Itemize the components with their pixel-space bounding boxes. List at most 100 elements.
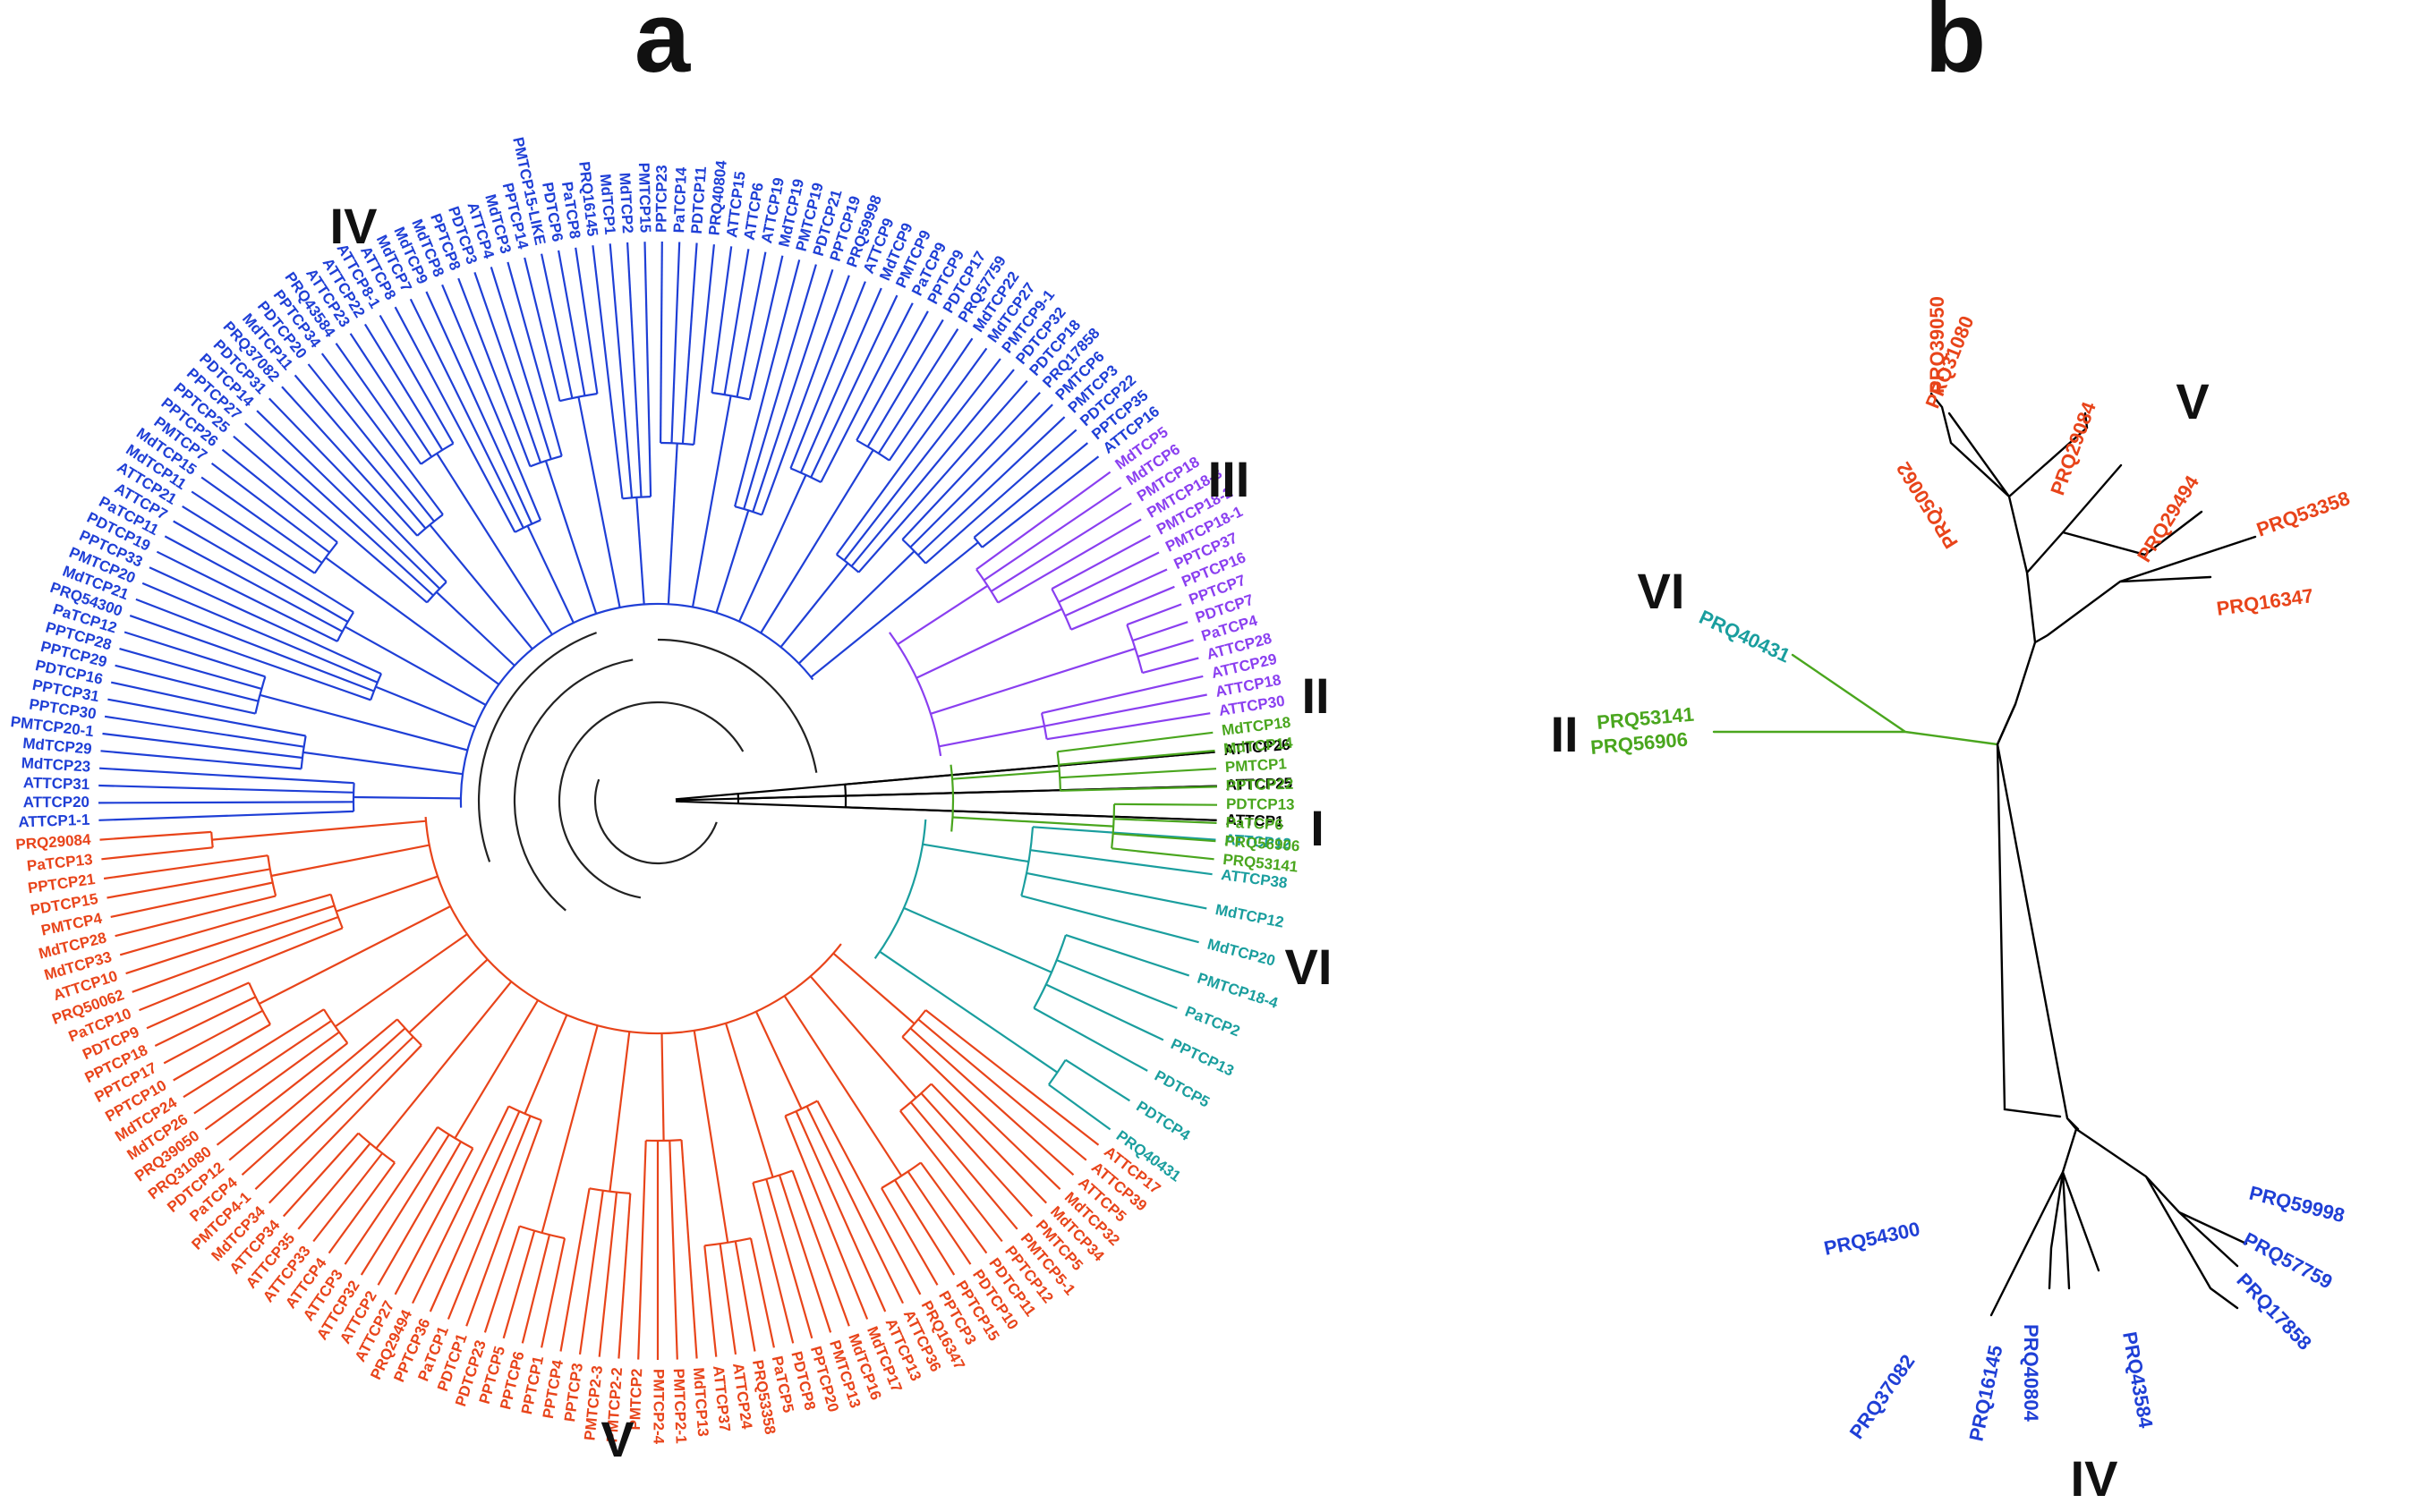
subclade-branch [353, 795, 462, 800]
leaf-branch [457, 277, 532, 467]
leaf-branch [268, 1044, 422, 1204]
clade-stem-arc [459, 602, 814, 808]
leaf-branch [592, 245, 624, 499]
leaf-label: PMTCP2-4 [651, 1369, 668, 1445]
b-leaf-prq29084: PRQ29084 [2046, 398, 2100, 498]
leaf-branch [575, 247, 599, 395]
leaf-branch [983, 486, 1122, 582]
leaf-branch [447, 1115, 532, 1320]
b-leaf-prq50062: PRQ50062 [1892, 458, 1963, 553]
leaf-branch [103, 854, 268, 880]
leaf-branch [507, 261, 563, 456]
leaf-branch [149, 566, 382, 675]
leaf-branch [425, 291, 533, 524]
b-leaf-prq40804: PRQ40804 [2020, 1324, 2042, 1423]
leaf-branch [1060, 768, 1217, 779]
leaf-branch [312, 1152, 384, 1243]
leaf-branch [233, 435, 428, 604]
leaf-branch [820, 302, 914, 483]
subclade-arc [881, 1161, 922, 1189]
leaf-branch [268, 397, 447, 583]
leaf-branch [973, 442, 1089, 539]
leaf-branch [164, 535, 344, 633]
leaf-branch [816, 1100, 922, 1295]
subclade-branch [754, 1011, 803, 1109]
b-clade-label-vi: VI [1638, 563, 1685, 619]
leaf-branch [1058, 551, 1160, 603]
leaf-label: PaTCP14 [670, 166, 690, 234]
leaf-branch [204, 1031, 340, 1131]
subclade-branch [544, 460, 598, 615]
leaf-branch [228, 1018, 398, 1161]
leaf-branch [490, 267, 552, 460]
leaf-branch [1059, 749, 1215, 766]
subclade-branch [408, 958, 489, 1034]
b-clade-label-ii: II [1550, 706, 1578, 762]
subclade-branch [429, 523, 533, 650]
b-clade-label-iv: IV [2071, 1450, 2118, 1507]
leaf-branch [99, 830, 212, 841]
leaf-branch [1041, 675, 1204, 715]
leaf-branch [752, 268, 834, 513]
subclade-branch [916, 607, 1063, 679]
leaf-branch [1057, 731, 1214, 753]
leaf-branch [221, 448, 338, 544]
unrooted-tree-clade-ii-vi [1712, 653, 1999, 746]
leaf-branch [626, 242, 643, 497]
leaf-branch [719, 1243, 737, 1355]
leaf-branch [156, 550, 338, 642]
subclade-branch [524, 1014, 568, 1115]
leaf-branch [328, 1161, 396, 1254]
leaf-branch [778, 1175, 832, 1333]
subclade-arc [784, 1100, 818, 1117]
leaf-label: PPTCP23 [652, 165, 670, 233]
subclade-branch [737, 474, 807, 623]
leaf-branch [110, 681, 256, 715]
subclade-arc [1048, 1059, 1067, 1086]
leaf-branch [110, 881, 273, 918]
leaf-label: ATTCP1-1 [18, 811, 90, 831]
subclade-branch [435, 590, 515, 667]
leaf-branch [473, 272, 542, 463]
subclade-branch [952, 816, 1114, 828]
leaf-branch [1032, 826, 1216, 841]
backbone-arc [513, 658, 634, 912]
leaf-branch [888, 337, 974, 462]
leaf-branch [119, 893, 332, 956]
subclade-branch [375, 685, 476, 728]
leaf-branch [711, 246, 733, 394]
leaf-branch [216, 1042, 348, 1146]
subclade-branch [454, 999, 540, 1139]
leaf-branch [360, 1134, 450, 1276]
leaf-branch [100, 750, 302, 770]
backbone-arc [657, 638, 818, 773]
subclade-arc [1033, 934, 1067, 1009]
leaf-branch [163, 1009, 264, 1065]
leaf-branch [877, 328, 959, 454]
leaf-branch [1070, 585, 1175, 631]
leaf-branch [1043, 693, 1207, 727]
leaf-branch [102, 732, 303, 760]
leaf-label: PaTCP2 [1183, 1003, 1243, 1040]
leaf-branch [101, 846, 213, 861]
clade-label-iv: IV [330, 198, 378, 254]
leaf-branch [1113, 803, 1218, 806]
leaf-branch [349, 333, 433, 458]
leaf-branch [856, 310, 929, 441]
subclade-arc [357, 1132, 396, 1164]
leaf-branch [791, 1170, 850, 1327]
subclade-arc [789, 467, 822, 483]
subclade-branch [693, 1030, 729, 1243]
leaf-branch [703, 1245, 718, 1357]
leaf-branch [524, 257, 561, 402]
leaf-branch [363, 323, 444, 451]
leaf-branch [559, 1188, 591, 1352]
b-leaf-prq59998: PRQ59998 [2247, 1182, 2347, 1227]
subclade-branch [879, 950, 1059, 1074]
clade-stem-arc [950, 764, 955, 832]
leaf-branch [1060, 786, 1217, 792]
panel-a-letter: a [635, 0, 691, 93]
subclade-branch [334, 933, 468, 1028]
leaf-branch [1046, 712, 1211, 741]
